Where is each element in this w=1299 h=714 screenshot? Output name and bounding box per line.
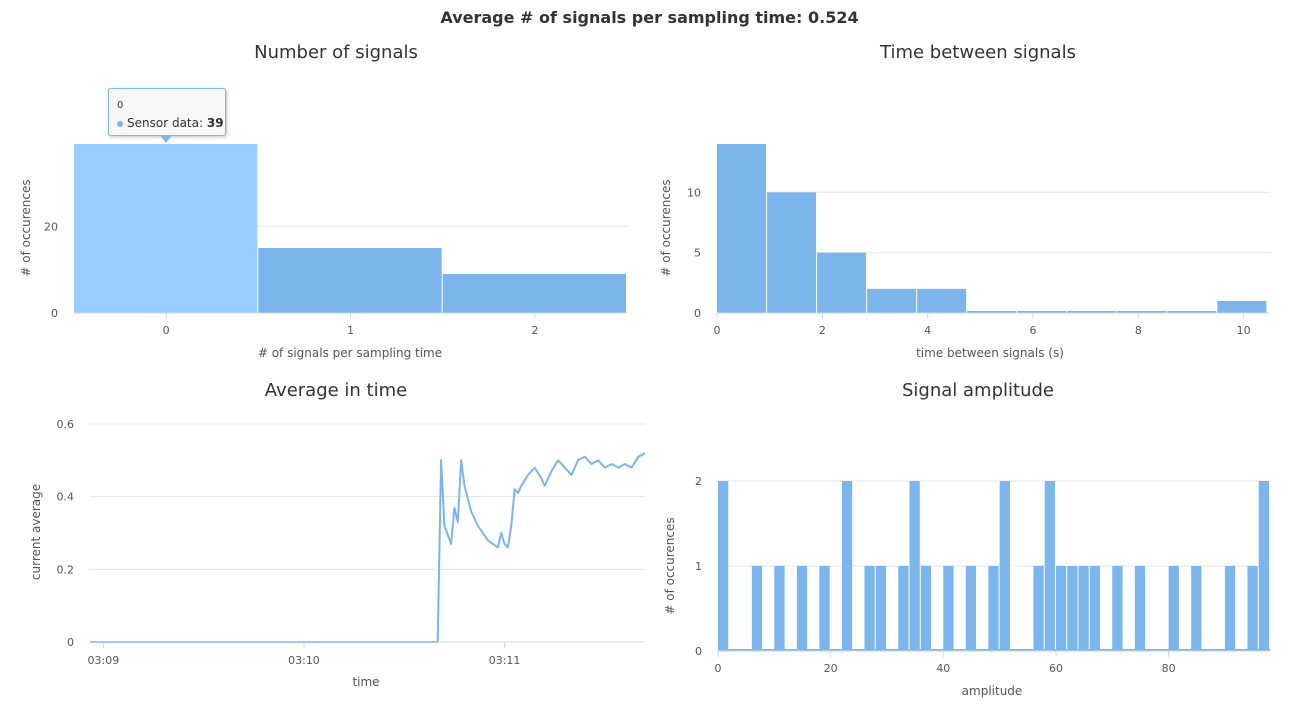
x-tick-label: 10 <box>1237 324 1251 337</box>
bar <box>1224 566 1236 651</box>
y-axis-label: # of occurences <box>659 179 673 276</box>
x-tick-label: 40 <box>936 662 950 675</box>
x-tick-label: 03:11 <box>489 654 521 667</box>
bar <box>1033 566 1044 651</box>
chart-average-in-time: Average in time time current average 0 0.2 0.… <box>29 380 646 689</box>
chart-tooltip: 0 Sensor data: 39 <box>108 88 226 136</box>
bar <box>718 481 729 651</box>
y-axis-label: # of occurences <box>19 179 33 276</box>
x-tick-label: 4 <box>924 324 931 337</box>
bar <box>898 566 909 651</box>
chart-title: Time between signals <box>879 42 1076 63</box>
y-tick-label: 2 <box>695 475 702 488</box>
bar <box>1117 311 1167 313</box>
bar <box>442 274 626 313</box>
y-tick-label: 0 <box>695 645 702 658</box>
chart-title: Signal amplitude <box>902 380 1054 401</box>
x-axis-label: # of signals per sampling time <box>258 346 442 360</box>
y-axis-label: current average <box>29 484 43 580</box>
x-tick-label: 6 <box>1030 324 1037 337</box>
bar <box>1067 566 1078 651</box>
bar <box>1168 566 1179 651</box>
y-tick-label: 20 <box>44 220 58 233</box>
tooltip-header: 0 <box>117 100 124 111</box>
tooltip-row: Sensor data: 39 <box>117 116 224 130</box>
x-tick-label: 60 <box>1049 662 1063 675</box>
bar <box>717 144 767 313</box>
bar <box>774 566 785 651</box>
x-tick-label: 0 <box>163 324 170 337</box>
x-tick-label: 20 <box>824 662 838 675</box>
y-tick-label: 0 <box>51 307 58 320</box>
y-tick-label: 5 <box>694 247 701 260</box>
bar <box>1217 300 1267 313</box>
x-axis-label: amplitude <box>962 684 1023 698</box>
y-tick-label: 0 <box>67 636 74 649</box>
y-tick-label: 0.4 <box>57 491 75 504</box>
bar <box>867 288 917 313</box>
bar <box>1247 566 1258 651</box>
x-tick-label: 0 <box>714 324 721 337</box>
bar <box>917 288 967 313</box>
bar <box>1112 566 1123 651</box>
bar <box>767 192 817 313</box>
bar <box>258 248 442 313</box>
bar <box>1078 566 1089 651</box>
tooltip-value: 39 <box>206 116 224 130</box>
chart-time-between-signals: Time between signals time between signals… <box>659 42 1270 360</box>
x-tick-label: 2 <box>819 324 826 337</box>
bar <box>920 566 932 651</box>
bar <box>74 144 258 313</box>
bar <box>909 481 920 651</box>
bar <box>943 566 954 651</box>
x-tick-label: 8 <box>1135 324 1142 337</box>
bar <box>999 481 1010 651</box>
bar <box>817 252 867 313</box>
series-dot-icon <box>117 120 123 127</box>
bar <box>967 311 1017 313</box>
series-line <box>90 452 646 643</box>
y-tick-label: 0 <box>694 307 701 320</box>
tooltip-arrow-icon <box>160 135 172 143</box>
bar <box>1191 566 1202 651</box>
bar <box>1017 311 1067 313</box>
x-axis-label: time between signals (s) <box>916 346 1064 360</box>
bar <box>988 566 999 651</box>
chart-title: Average in time <box>265 380 407 401</box>
y-tick-label: 10 <box>687 186 701 199</box>
y-tick-label: 0.2 <box>57 563 75 576</box>
chart-title: Number of signals <box>254 42 418 63</box>
bar <box>965 566 977 651</box>
x-tick-label: 2 <box>531 324 538 337</box>
bar <box>751 566 763 651</box>
x-tick-label: 0 <box>715 662 722 675</box>
y-tick-label: 0.6 <box>57 418 75 431</box>
bar <box>841 481 853 651</box>
page-title: Average # of signals per sampling time: … <box>440 8 859 27</box>
y-axis-label: # of occurences <box>663 517 677 614</box>
x-tick-label: 03:09 <box>88 654 120 667</box>
bar <box>1134 566 1146 651</box>
bar <box>875 566 886 651</box>
bar <box>1089 566 1101 651</box>
bar <box>1067 311 1117 313</box>
bar <box>796 566 808 651</box>
chart-number-of-signals: Number of signals # of signals per sampli… <box>19 42 627 360</box>
chart-signal-amplitude: Signal amplitude amplitude # of occurences… <box>663 380 1270 698</box>
bar <box>1258 481 1269 651</box>
bar <box>819 566 830 651</box>
tooltip-series-label: Sensor data: <box>127 116 204 130</box>
bar <box>1167 311 1217 313</box>
bar <box>1055 566 1067 651</box>
x-axis-label: time <box>352 675 379 689</box>
bar <box>864 566 875 651</box>
x-tick-label: 03:10 <box>288 654 320 667</box>
y-tick-label: 1 <box>695 560 702 573</box>
x-tick-label: 1 <box>347 324 354 337</box>
x-tick-label: 80 <box>1162 662 1176 675</box>
bar <box>1044 481 1055 651</box>
